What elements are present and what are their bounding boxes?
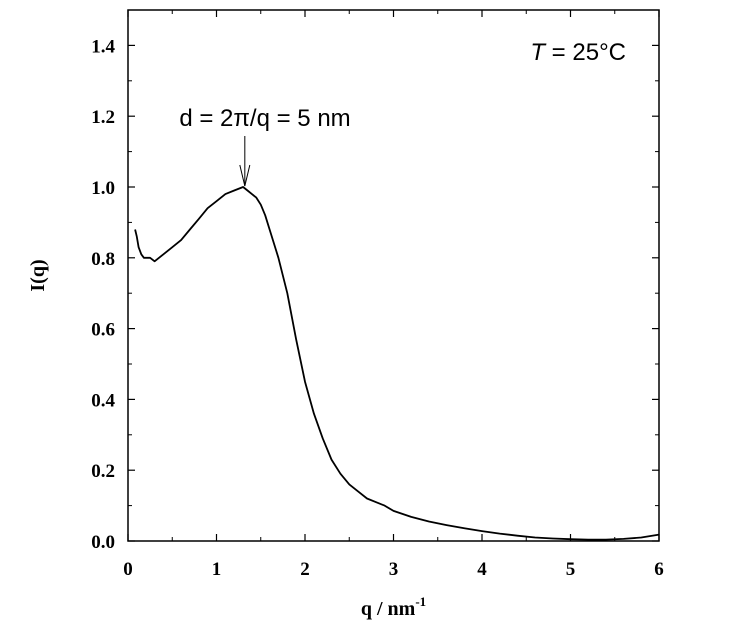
ticks-layer [127, 9, 660, 542]
x-tick-label: 0 [123, 559, 133, 580]
x-tick-label: 6 [654, 559, 664, 580]
x-tick-label: 3 [389, 559, 399, 580]
y-tick-label: 0.2 [91, 461, 115, 482]
x-axis-title: q / nm-1 [361, 594, 426, 620]
x-tick-label: 2 [300, 559, 310, 580]
arrow-head [239, 164, 251, 187]
plot-frame [127, 9, 660, 542]
y-tick-label: 1.4 [91, 36, 115, 57]
temperature-value: = 25°C [545, 39, 626, 66]
y-tick-label: 0.4 [91, 390, 115, 411]
x-tick-label: 4 [477, 559, 487, 580]
temperature-symbol: T [530, 39, 547, 66]
x-axis-title-main: q / nm [361, 598, 416, 620]
y-tick-label: 1.0 [91, 178, 115, 199]
y-tick-label: 0.8 [91, 249, 115, 270]
y-tick-label: 0.0 [91, 532, 115, 553]
peak-arrow [239, 136, 251, 187]
series-line [134, 186, 660, 541]
tick-labels-layer: 0 1 2 3 4 5 6 0.0 0.2 0.4 0.6 0.8 1.0 1.2 1.4 [91, 36, 664, 580]
y-tick-label: 0.6 [91, 320, 115, 341]
peak-annotation-text: d = 2π/q = 5 nm [179, 105, 350, 132]
temperature-label: T = 25°C [530, 39, 626, 66]
y-axis-title: I(q) [27, 259, 49, 291]
x-tick-label: 5 [566, 559, 576, 580]
x-tick-label: 1 [212, 559, 222, 580]
y-tick-label: 1.2 [91, 107, 115, 128]
x-axis-title-sup: -1 [415, 594, 426, 609]
